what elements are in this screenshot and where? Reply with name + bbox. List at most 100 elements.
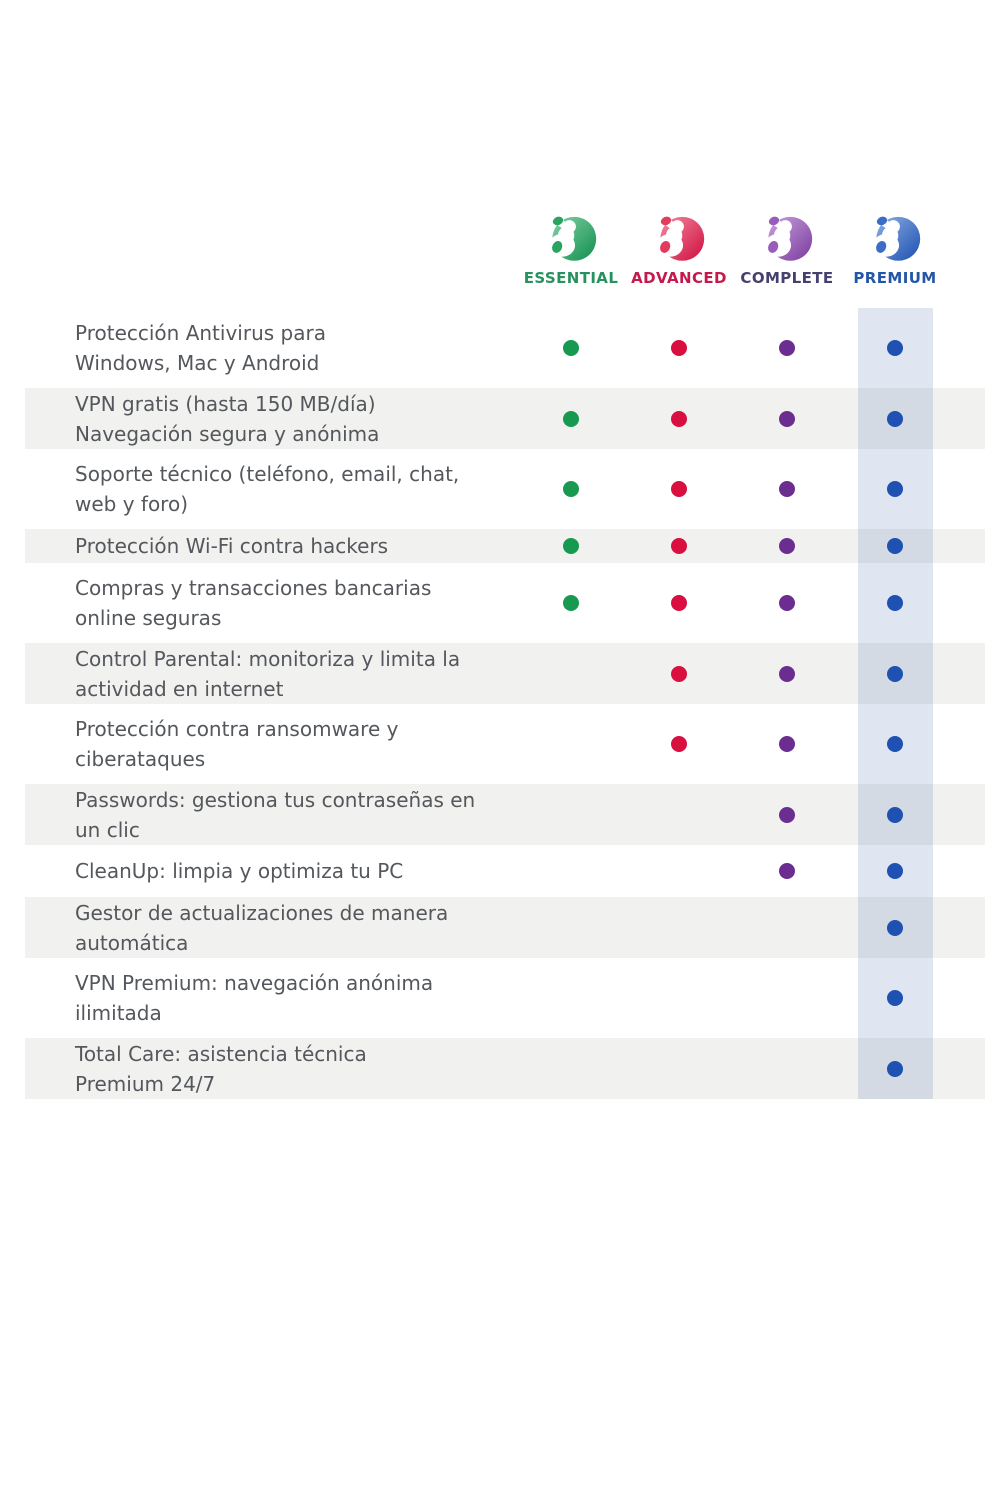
availability-cell-essential bbox=[517, 481, 625, 497]
included-dot-icon bbox=[887, 595, 903, 611]
feature-label-line: web y foro) bbox=[75, 492, 189, 516]
availability-cell-complete bbox=[733, 806, 841, 823]
feature-label: VPN Premium: navegación anónima ilimitada bbox=[25, 968, 517, 1028]
included-dot-icon bbox=[887, 990, 903, 1006]
availability-cell-complete bbox=[733, 538, 841, 554]
feature-label: Soporte técnico (teléfono, email, chat, w… bbox=[25, 459, 517, 519]
availability-cell-premium bbox=[841, 1060, 949, 1077]
feature-row: CleanUp: limpia y optimiza tu PC bbox=[25, 845, 985, 897]
feature-label-line: ilimitada bbox=[75, 1001, 162, 1025]
included-dot-icon bbox=[779, 736, 795, 752]
feature-label-line: Total Care: asistencia técnica bbox=[75, 1041, 367, 1066]
availability-cell-essential bbox=[517, 538, 625, 554]
availability-cell-premium bbox=[841, 595, 949, 611]
included-dot-icon bbox=[887, 1060, 903, 1077]
plan-header-essential: ESSENTIAL bbox=[517, 212, 625, 308]
included-dot-icon bbox=[887, 806, 903, 823]
availability-cell-advanced bbox=[625, 481, 733, 497]
feature-label-line: CleanUp: limpia y optimiza tu PC bbox=[75, 859, 404, 883]
feature-row: VPN Premium: navegación anónima ilimitada bbox=[25, 958, 985, 1038]
included-dot-icon bbox=[671, 340, 687, 356]
included-dot-icon bbox=[887, 538, 903, 554]
availability-cell-advanced bbox=[625, 736, 733, 752]
included-dot-icon bbox=[563, 481, 579, 497]
feature-row: Compras y transacciones bancarias online … bbox=[25, 563, 985, 643]
feature-label-line: VPN gratis (hasta 150 MB/día) bbox=[75, 391, 376, 416]
included-dot-icon bbox=[887, 736, 903, 752]
feature-row: Gestor de actualizaciones de manera autom… bbox=[25, 897, 985, 958]
availability-cell-complete bbox=[733, 410, 841, 427]
availability-cell-premium bbox=[841, 990, 949, 1006]
availability-cell-advanced bbox=[625, 595, 733, 611]
included-dot-icon bbox=[563, 538, 579, 554]
included-dot-icon bbox=[779, 410, 795, 427]
availability-cell-premium bbox=[841, 806, 949, 823]
feature-row: Control Parental: monitoriza y limita la… bbox=[25, 643, 985, 704]
feature-label-line: Protección Antivirus para bbox=[75, 321, 326, 345]
feature-label-line: Compras y transacciones bancarias bbox=[75, 576, 432, 600]
included-dot-icon bbox=[671, 665, 687, 682]
plan-name: COMPLETE bbox=[740, 269, 834, 287]
included-dot-icon bbox=[563, 410, 579, 427]
feature-label: Control Parental: monitoriza y limita la… bbox=[25, 644, 517, 704]
feature-label-line: Protección contra ransomware y bbox=[75, 717, 399, 741]
feature-row: Total Care: asistencia técnica Premium 24… bbox=[25, 1038, 985, 1099]
feature-label: CleanUp: limpia y optimiza tu PC bbox=[25, 856, 517, 886]
feature-label-line: Windows, Mac y Android bbox=[75, 351, 320, 375]
availability-cell-complete bbox=[733, 340, 841, 356]
included-dot-icon bbox=[887, 863, 903, 879]
availability-cell-premium bbox=[841, 481, 949, 497]
availability-cell-premium bbox=[841, 340, 949, 356]
feature-label: Protección contra ransomware y ciberataqu… bbox=[25, 714, 517, 774]
plan-name: ADVANCED bbox=[631, 269, 727, 287]
feature-row: Passwords: gestiona tus contraseñas en un… bbox=[25, 784, 985, 845]
availability-cell-advanced bbox=[625, 665, 733, 682]
feature-label: Gestor de actualizaciones de manera autom… bbox=[25, 898, 517, 958]
feature-label: Compras y transacciones bancarias online … bbox=[25, 573, 517, 633]
included-dot-icon bbox=[779, 481, 795, 497]
availability-cell-advanced bbox=[625, 538, 733, 554]
plan-header-advanced: ADVANCED bbox=[625, 212, 733, 308]
availability-cell-premium bbox=[841, 665, 949, 682]
feature-label: Protección Wi-Fi contra hackers bbox=[25, 531, 517, 561]
included-dot-icon bbox=[887, 665, 903, 682]
feature-row: Soporte técnico (teléfono, email, chat, w… bbox=[25, 449, 985, 529]
feature-label-line: automática bbox=[75, 930, 189, 955]
premium-panda-logo-icon bbox=[869, 212, 921, 264]
included-dot-icon bbox=[671, 481, 687, 497]
plan-header-complete: COMPLETE bbox=[733, 212, 841, 308]
included-dot-icon bbox=[779, 340, 795, 356]
availability-cell-complete bbox=[733, 665, 841, 682]
included-dot-icon bbox=[779, 665, 795, 682]
feature-rows: Protección Antivirus para Windows, Mac y … bbox=[25, 308, 985, 1099]
availability-cell-complete bbox=[733, 481, 841, 497]
essential-panda-logo-icon bbox=[545, 212, 597, 264]
feature-label-line: Passwords: gestiona tus contraseñas en bbox=[75, 787, 476, 812]
availability-cell-premium bbox=[841, 736, 949, 752]
feature-label-line: Premium 24/7 bbox=[75, 1071, 216, 1096]
feature-label-line: ciberataques bbox=[75, 747, 206, 771]
availability-cell-complete bbox=[733, 595, 841, 611]
included-dot-icon bbox=[671, 538, 687, 554]
feature-label-line: Control Parental: monitoriza y limita la bbox=[75, 646, 461, 671]
included-dot-icon bbox=[563, 595, 579, 611]
included-dot-icon bbox=[779, 806, 795, 823]
included-dot-icon bbox=[887, 481, 903, 497]
included-dot-icon bbox=[671, 595, 687, 611]
availability-cell-essential bbox=[517, 410, 625, 427]
availability-cell-premium bbox=[841, 410, 949, 427]
included-dot-icon bbox=[887, 340, 903, 356]
availability-cell-premium bbox=[841, 538, 949, 554]
feature-row: Protección Antivirus para Windows, Mac y … bbox=[25, 308, 985, 388]
plans-header: ESSENTIAL ADVANCED COMPLETE PREMIUM bbox=[25, 192, 985, 308]
included-dot-icon bbox=[671, 410, 687, 427]
complete-panda-logo-icon bbox=[761, 212, 813, 264]
feature-row: VPN gratis (hasta 150 MB/día) Navegación … bbox=[25, 388, 985, 449]
availability-cell-premium bbox=[841, 919, 949, 936]
availability-cell-advanced bbox=[625, 410, 733, 427]
feature-label-line: Protección Wi-Fi contra hackers bbox=[75, 534, 389, 558]
feature-label: Protección Antivirus para Windows, Mac y … bbox=[25, 318, 517, 378]
included-dot-icon bbox=[779, 595, 795, 611]
included-dot-icon bbox=[779, 538, 795, 554]
availability-cell-advanced bbox=[625, 340, 733, 356]
